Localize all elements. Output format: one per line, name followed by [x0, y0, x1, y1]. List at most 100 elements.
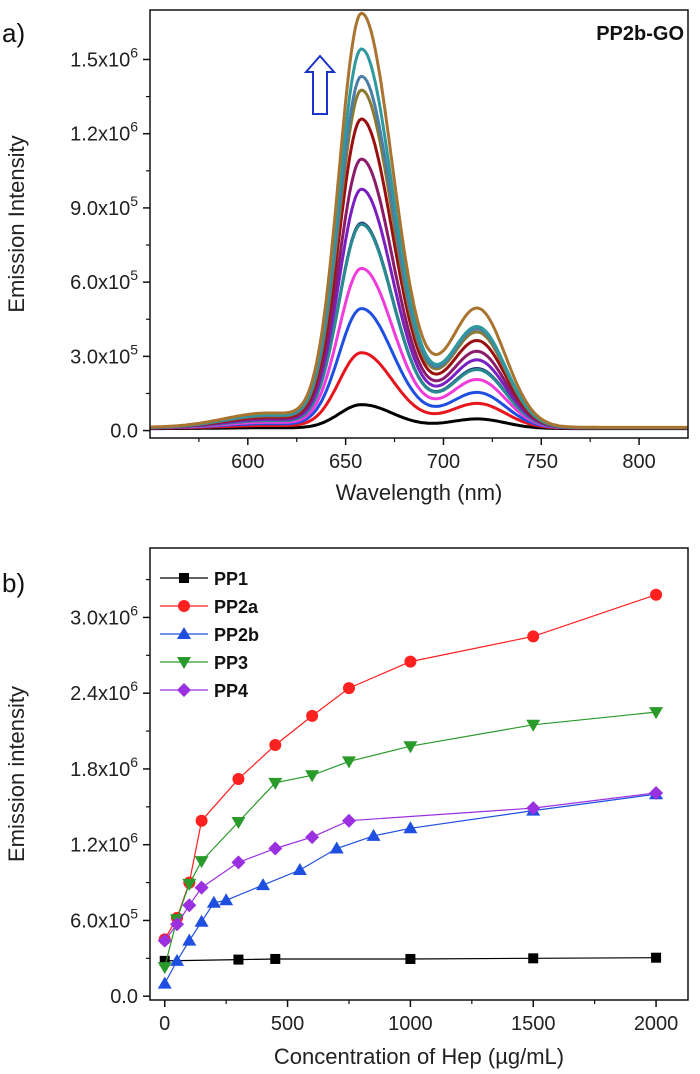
panel-b-y-tick-label: 3.0x106: [70, 602, 138, 629]
panel-a-y-tick-label: 1.2x106: [70, 119, 138, 146]
data-point-pp3: [403, 741, 418, 754]
data-point-pp1: [159, 955, 170, 966]
panel-a-plot-frame: [149, 9, 689, 439]
data-point-pp3: [268, 777, 283, 790]
panel-b-y-tick-label: 2.4x106: [70, 678, 138, 705]
data-point-pp4: [649, 785, 664, 800]
panel-b-x-tick-label: 500: [271, 1013, 304, 1035]
panel-b-y-axis-label: Emission intensity: [4, 686, 29, 862]
legend-label: PP1: [214, 569, 248, 589]
panel-b-chart: b) 0 500 1000 1500 2000 0.0 6.0x105 1.2x106 1.8x…: [2, 547, 689, 1069]
data-point-pp4: [231, 855, 246, 870]
panel-b-y-tick-label: 0.0: [110, 986, 138, 1008]
legend-item-pp2a: PP2a: [160, 597, 259, 617]
panel-a-x-tick-label: 600: [231, 451, 264, 473]
data-point-pp2b: [292, 862, 307, 875]
panel-b-plot-frame: [149, 547, 689, 1001]
data-point-pp3: [157, 962, 172, 975]
data-point-pp2b: [194, 914, 209, 927]
data-point-pp4: [170, 917, 185, 932]
panel-b-x-tick-label: 1500: [511, 1013, 556, 1035]
data-point-pp2b: [329, 841, 344, 854]
legend-label: PP3: [214, 653, 248, 673]
legend-label: PP2b: [214, 625, 259, 645]
data-point-pp2a: [342, 682, 355, 695]
data-point-pp2a: [195, 814, 208, 827]
panel-a-axes: 600 650 700 750 800 0.0 3.0x105 6.0x105 9.0x105 1…: [70, 9, 689, 473]
panel-a-x-axis-label: Wavelength (nm): [336, 480, 503, 505]
series-line-pp1: [164, 957, 657, 962]
data-point-pp3: [649, 707, 664, 720]
data-point-pp4: [182, 898, 197, 913]
panel-b-x-tick-label: 0: [159, 1013, 170, 1035]
legend-marker: [179, 573, 189, 583]
panel-a-y-axis-label: Emission Intensity: [4, 135, 29, 312]
data-point-pp3: [194, 856, 209, 869]
panel-a-x-tick-label: 750: [525, 451, 558, 473]
legend-item-pp1: PP1: [160, 569, 248, 589]
data-point-pp1: [233, 954, 244, 965]
legend-marker: [177, 657, 191, 669]
legend-marker: [177, 683, 191, 697]
legend-label: PP4: [214, 681, 248, 701]
panel-a-label: a): [2, 18, 25, 48]
legend-item-pp2b: PP2b: [160, 625, 259, 645]
series-line-pp4: [164, 792, 657, 942]
data-point-pp2a: [269, 738, 282, 751]
data-point-pp4: [305, 830, 320, 845]
data-point-pp1: [270, 953, 281, 964]
data-point-pp2b: [366, 828, 381, 841]
data-point-pp4: [268, 841, 283, 856]
panel-a-y-tick-label: 3.0x105: [70, 341, 138, 368]
legend-marker: [177, 627, 191, 639]
data-point-pp2b: [182, 933, 197, 946]
series-line-pp2a: [164, 594, 657, 940]
data-point-pp2b: [170, 953, 185, 966]
data-point-pp2a: [306, 709, 319, 722]
panel-a-y-tick-label: 9.0x105: [70, 193, 138, 220]
data-point-pp2b: [256, 878, 271, 891]
panel-b-legend: PP1 PP2a PP2b PP3 PP4: [160, 569, 259, 701]
data-point-pp2a: [404, 655, 417, 668]
panel-b-axes: 0 500 1000 1500 2000 0.0 6.0x105 1.2x106 1.8x106…: [70, 547, 689, 1035]
panel-a-corner-label: PP2b-GO: [596, 23, 684, 45]
panel-b-x-tick-label: 1000: [388, 1013, 433, 1035]
data-point-pp3: [182, 878, 197, 891]
data-point-pp4: [157, 933, 172, 948]
data-point-pp2b: [403, 821, 418, 834]
data-point-pp2b: [157, 976, 172, 989]
panel-a-y-tick-label: 6.0x105: [70, 267, 138, 294]
data-point-pp3: [305, 770, 320, 783]
panel-b-x-tick-label: 2000: [634, 1013, 679, 1035]
panel-a-chart: a) PP2b-GO 600 650 700 750 800 0.0 3.0x105 6.0x…: [2, 9, 689, 505]
increase-arrow-icon: [303, 54, 337, 115]
panel-a-x-tick-label: 700: [427, 451, 460, 473]
panel-b-y-tick-label: 1.8x106: [70, 754, 138, 781]
panel-b-y-tick-label: 1.2x106: [70, 830, 138, 857]
data-point-pp1: [651, 952, 662, 963]
data-point-pp4: [341, 813, 356, 828]
panel-b-series-group: [157, 588, 664, 989]
panel-a-y-tick-label: 0.0: [110, 421, 138, 443]
legend-marker: [178, 600, 190, 612]
data-point-pp2a: [232, 773, 245, 786]
data-point-pp2a: [650, 588, 663, 601]
series-pp1: [159, 952, 662, 966]
data-point-pp3: [341, 756, 356, 769]
data-point-pp4: [194, 880, 209, 895]
panel-a-x-tick-label: 800: [622, 451, 655, 473]
data-point-pp1: [405, 953, 416, 964]
spectrum-line-7: [150, 187, 688, 430]
spectrum-line-9: [149, 117, 688, 430]
panel-b-x-axis-label: Concentration of Hep (µg/mL): [274, 1044, 564, 1069]
series-pp3: [157, 707, 664, 975]
legend-label: PP2a: [214, 597, 259, 617]
panel-b-y-tick-label: 6.0x105: [70, 905, 138, 932]
data-point-pp2b: [219, 893, 234, 906]
data-point-pp2b: [206, 895, 221, 908]
panel-a-x-tick-label: 650: [329, 451, 362, 473]
panel-a-series-group: [149, 11, 688, 431]
data-point-pp3: [526, 719, 541, 732]
series-pp4: [157, 785, 664, 948]
